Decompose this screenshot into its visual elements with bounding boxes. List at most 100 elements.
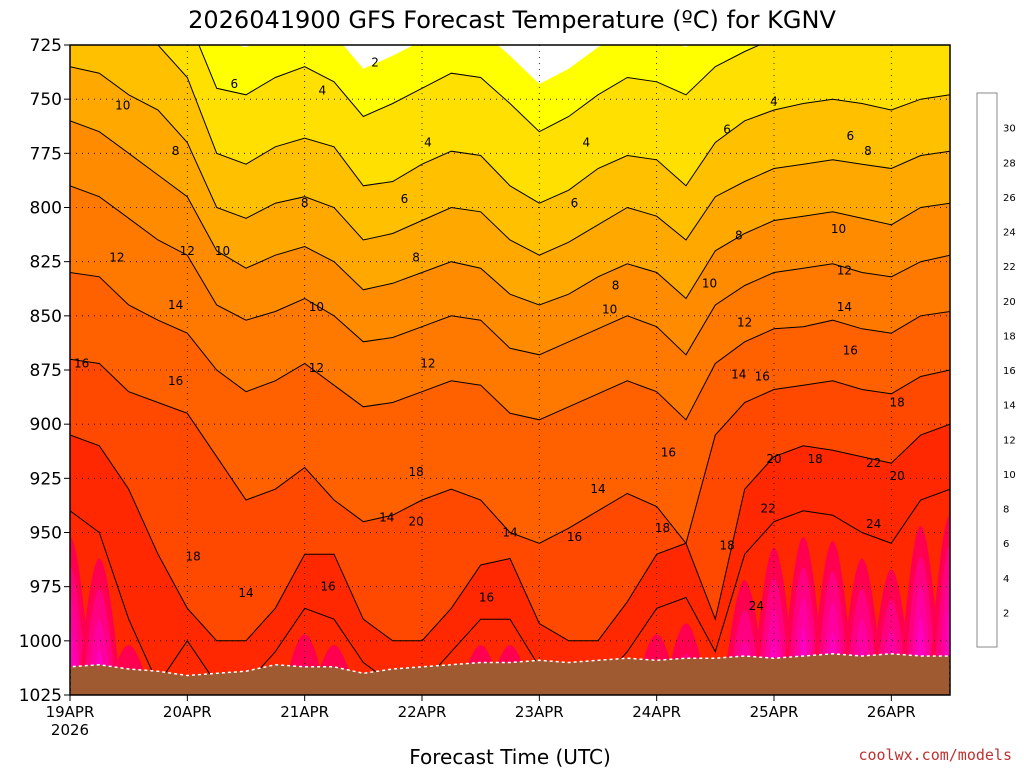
y-tick-label: 975 [30, 578, 62, 598]
contour-label: 12 [837, 263, 852, 277]
contour-label: 24 [866, 517, 881, 531]
colorbar-label: 20 [1003, 297, 1016, 308]
contour-label: 14 [379, 510, 394, 524]
isotherm-14c [70, 272, 950, 421]
isotherm-6c [157, 45, 950, 204]
contour-label: 12 [737, 315, 752, 329]
y-tick-label: 1025 [19, 686, 62, 706]
x-tick-label: 25APR [750, 703, 799, 721]
contour-label: 8 [864, 144, 872, 158]
y-axis: 725 750 775 800 825 850 875 900 925 950 975 1000 102… [19, 36, 70, 706]
y-tick-label: 950 [30, 524, 62, 544]
contour-label: 12 [109, 250, 124, 264]
contour-label: 6 [230, 77, 238, 91]
contour-label: 12 [309, 361, 324, 375]
x-tick-label: 20APR [163, 703, 212, 721]
y-tick-label: 850 [30, 307, 62, 327]
contour-label: 12 [420, 357, 435, 371]
y-tick-label: 875 [30, 361, 62, 381]
contour-label: 6 [723, 123, 731, 137]
colorbar-label: 24 [1003, 228, 1016, 239]
contour-label: 20 [890, 469, 905, 483]
y-tick-label: 775 [30, 144, 62, 164]
boundary-layer-heat-plume [469, 695, 493, 706]
x-tick-label: 22APR [398, 703, 447, 721]
isotherm-4c [198, 45, 761, 133]
y-tick-label: 900 [30, 415, 62, 435]
contour-label: 20 [408, 515, 423, 529]
contour-label: 14 [168, 298, 183, 312]
colorbar-label: 4 [1003, 574, 1009, 585]
contour-label: 16 [320, 580, 335, 594]
band-below-2c [236, 45, 689, 84]
contour-label: 16 [168, 374, 183, 388]
x-tick-label: 26APR [867, 703, 916, 721]
contour-label: 16 [755, 370, 770, 384]
chart-title: 2026041900 GFS Forecast Temperature (ºC)… [188, 6, 836, 34]
colorbar-frame [976, 92, 998, 648]
colorbar-label: 22 [1003, 262, 1016, 273]
boundary-layer-heat-plume [327, 695, 341, 736]
contour-label: 10 [602, 302, 617, 316]
boundary-layer-heat-plume [474, 695, 488, 736]
contour-label: 6 [401, 192, 409, 206]
contour-label: 8 [735, 229, 743, 243]
contour-label: 6 [846, 129, 854, 143]
contour-label: 2 [371, 55, 379, 69]
contour-label: 16 [661, 445, 676, 459]
contour-label: 14 [590, 482, 605, 496]
contour-label: 8 [412, 250, 420, 264]
isotherm-10c [70, 120, 950, 306]
contour-label: 10 [309, 300, 324, 314]
x-tick-label: 19APR [46, 703, 95, 721]
isotherm-8c [70, 66, 950, 256]
contour-label: 12 [180, 244, 195, 258]
y-tick-label: 750 [30, 90, 62, 110]
grid [70, 45, 950, 695]
temperature-bands [70, 45, 950, 736]
contour-label: 18 [807, 452, 822, 466]
contour-label: 14 [238, 586, 253, 600]
y-tick-label: 825 [30, 253, 62, 273]
contour-label: 8 [172, 144, 180, 158]
boundary-layer-heat-plume [122, 695, 136, 736]
colorbar-label: 2 [1003, 608, 1009, 619]
contour-label: 10 [215, 244, 230, 258]
contour-label: 18 [408, 465, 423, 479]
contour-label: 14 [837, 300, 852, 314]
contour-label: 22 [866, 456, 881, 470]
contour-label: 4 [318, 84, 326, 98]
y-tick-label: 1000 [19, 632, 62, 652]
contour-label: 4 [770, 94, 778, 108]
y-tick-label: 800 [30, 199, 62, 219]
contour-label: 18 [719, 539, 734, 553]
contour-label: 4 [424, 136, 432, 150]
contour-label: 6 [571, 196, 579, 210]
colorbar-label: 10 [1003, 470, 1016, 481]
contour-label: 14 [731, 367, 746, 381]
surface-ground [70, 653, 950, 695]
contour-label: 10 [702, 276, 717, 290]
x-tick-label: 21APR [280, 703, 329, 721]
contour-label: 10 [831, 222, 846, 236]
x-tick-label: 23APR [515, 703, 564, 721]
contour-label: 8 [301, 196, 309, 210]
colorbar-label: 8 [1003, 505, 1009, 516]
contour-label: 18 [655, 521, 670, 535]
colorbar-label: 16 [1003, 366, 1016, 377]
isotherm-12c [70, 185, 950, 356]
credit-text[interactable]: coolwx.com/models [858, 746, 1012, 764]
y-tick-label: 925 [30, 469, 62, 489]
isotherm-16c [70, 358, 950, 545]
contour-label: 8 [612, 279, 620, 293]
colorbar-label: 12 [1003, 435, 1016, 446]
colorbar-label: 28 [1003, 158, 1016, 169]
contour-label: 16 [479, 591, 494, 605]
colorbar-label: 26 [1003, 193, 1016, 204]
colorbar-label: 30 [1003, 124, 1016, 135]
colorbar-label: 6 [1003, 539, 1009, 550]
